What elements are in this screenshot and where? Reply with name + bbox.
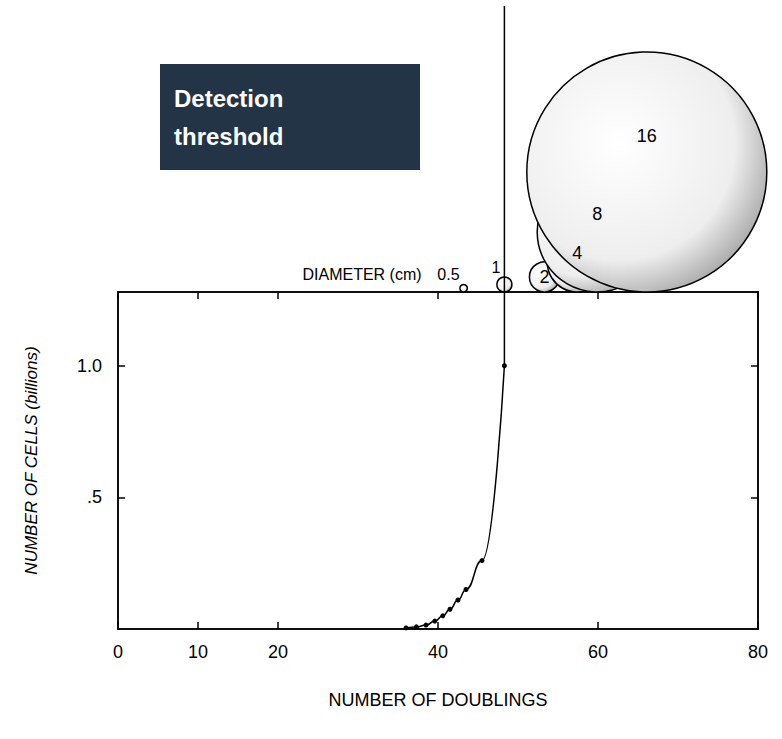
- svg-text:16: 16: [637, 126, 657, 146]
- svg-text:DIAMETER (cm): DIAMETER (cm): [302, 266, 421, 283]
- svg-text:NUMBER OF DOUBLINGS: NUMBER OF DOUBLINGS: [328, 690, 547, 710]
- svg-text:1: 1: [491, 259, 500, 276]
- svg-text:.5: .5: [87, 487, 102, 507]
- svg-text:NUMBER OF CELLS (billions): NUMBER OF CELLS (billions): [22, 346, 41, 574]
- svg-text:Detection: Detection: [174, 85, 283, 112]
- svg-text:1.0: 1.0: [77, 356, 102, 376]
- svg-text:40: 40: [428, 642, 448, 662]
- svg-text:10: 10: [188, 642, 208, 662]
- svg-text:2: 2: [539, 267, 549, 287]
- svg-text:20: 20: [268, 642, 288, 662]
- svg-text:0.5: 0.5: [437, 266, 459, 283]
- svg-text:80: 80: [748, 642, 768, 662]
- svg-text:threshold: threshold: [174, 123, 283, 150]
- svg-text:8: 8: [592, 204, 602, 224]
- svg-text:0: 0: [113, 642, 123, 662]
- svg-text:4: 4: [572, 243, 582, 263]
- svg-text:60: 60: [588, 642, 608, 662]
